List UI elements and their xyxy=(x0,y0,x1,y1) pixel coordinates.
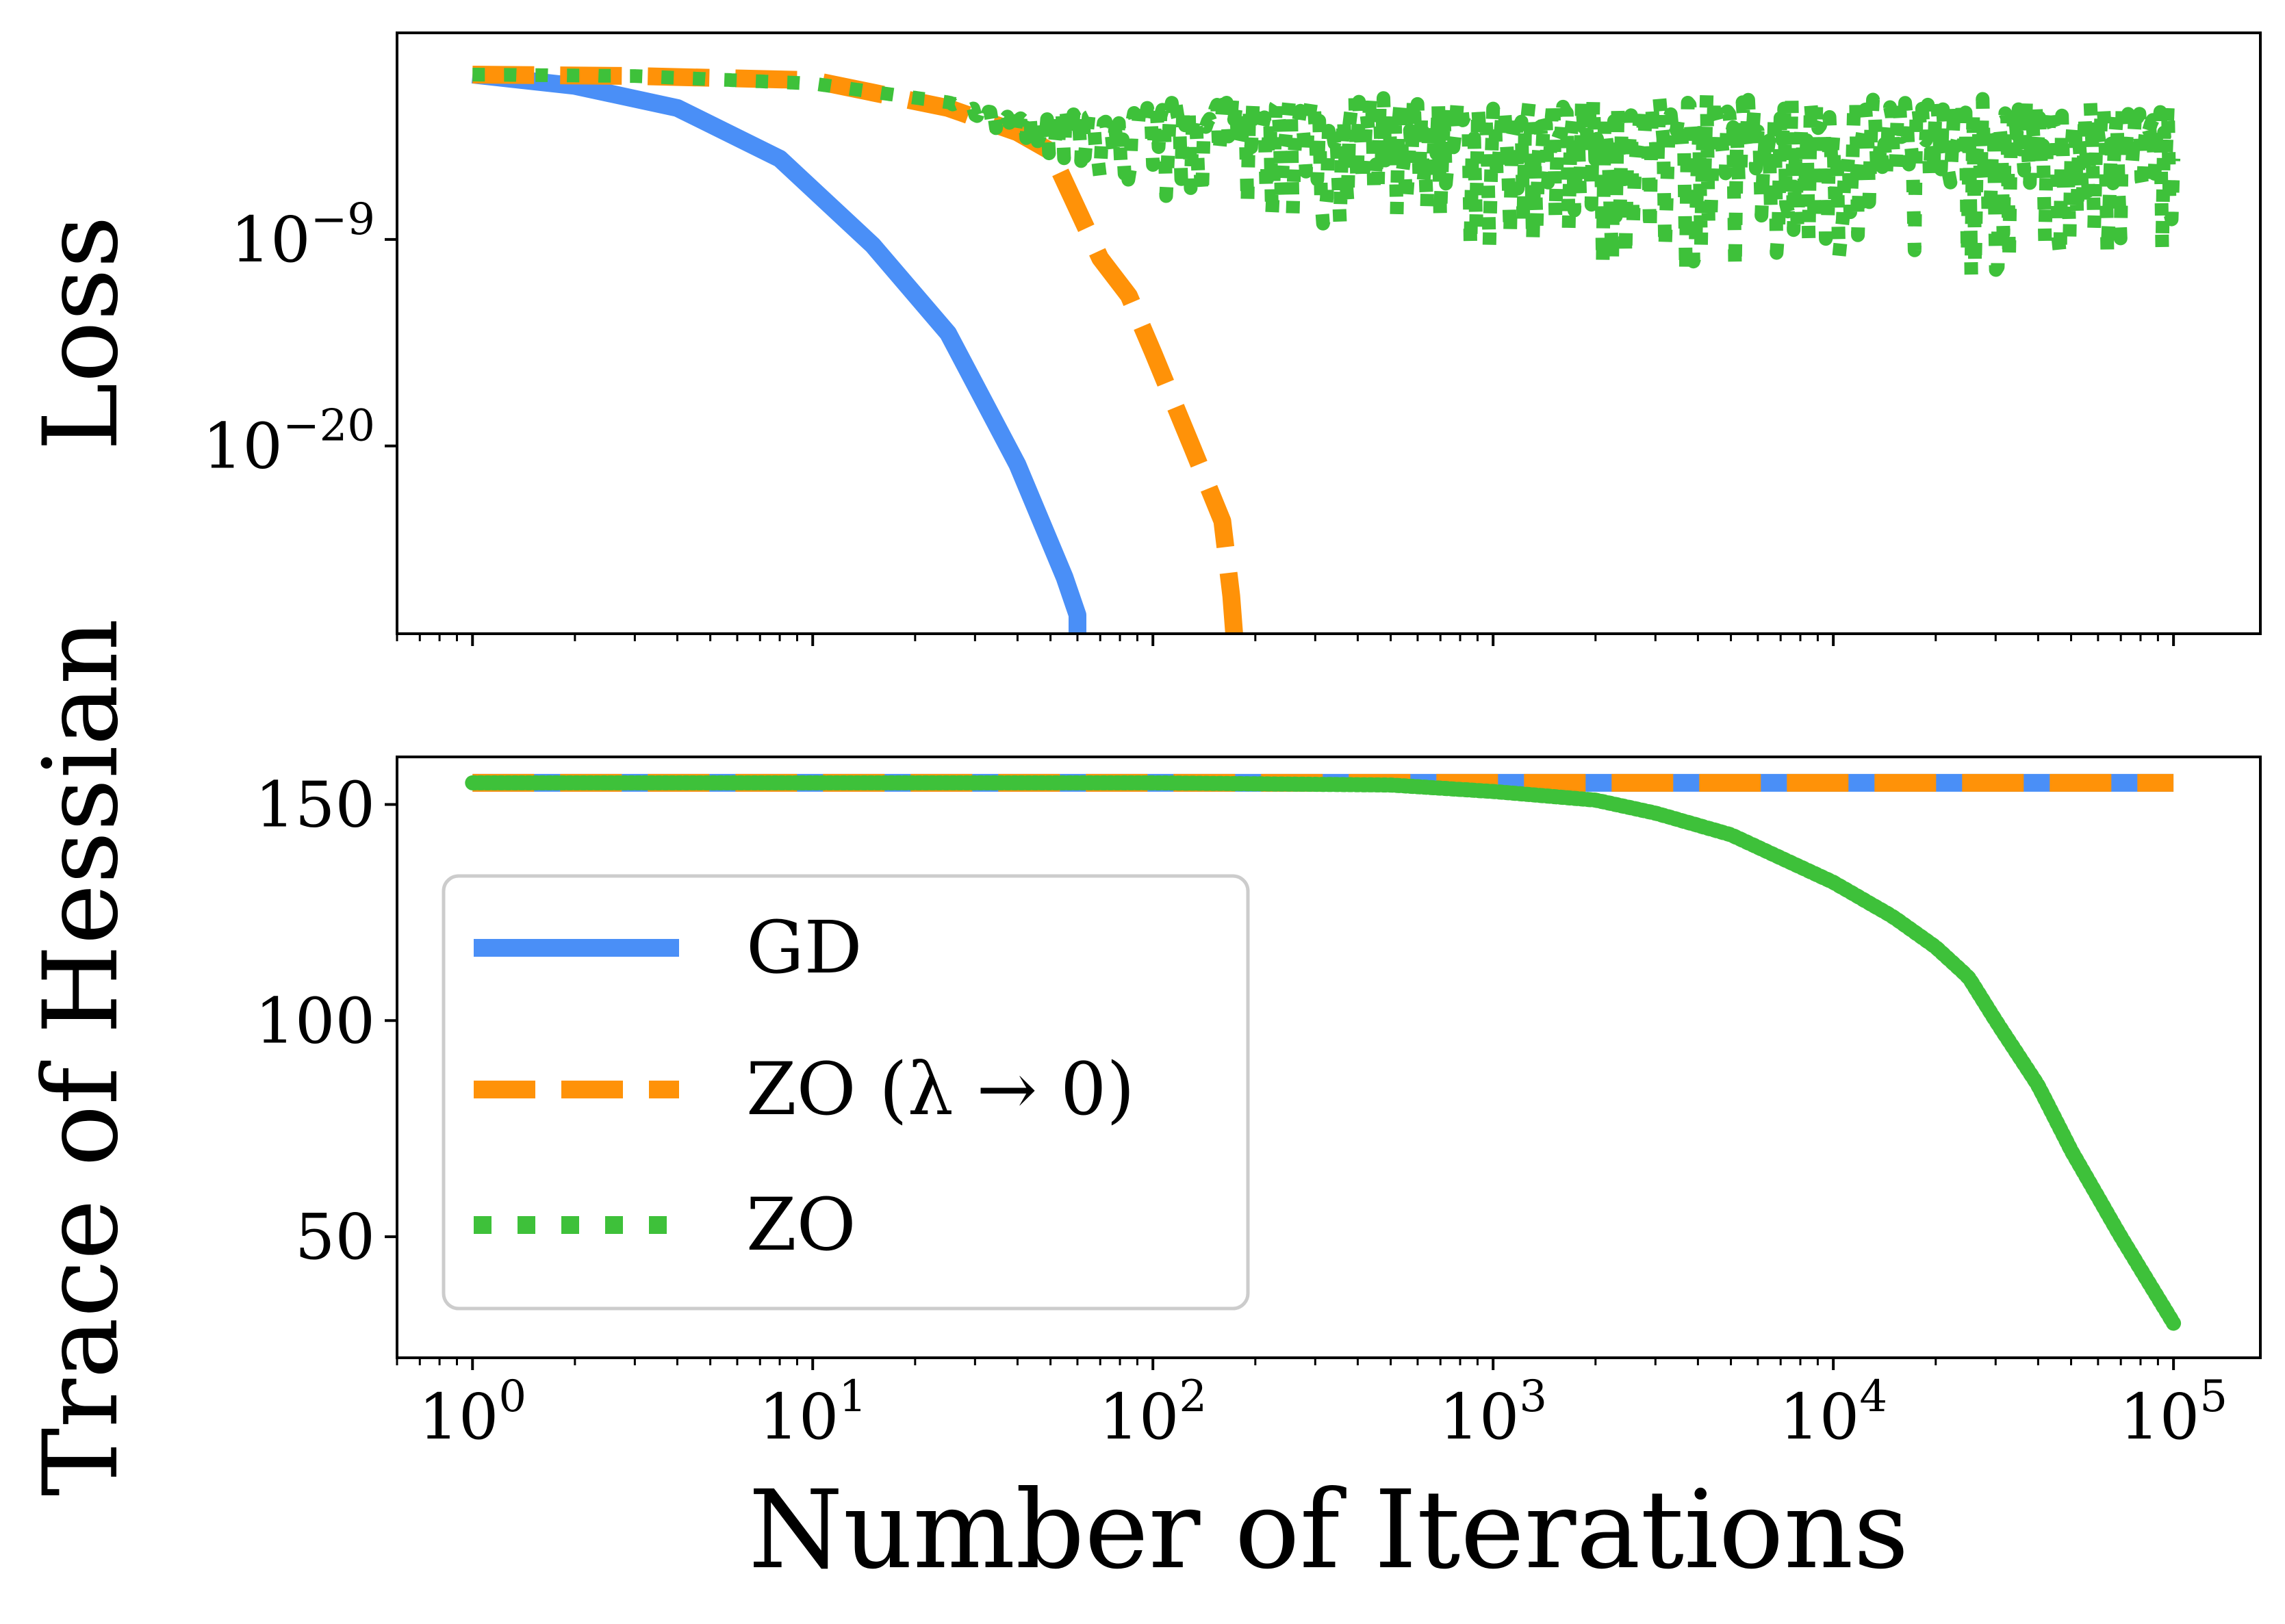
hessian-y-tick-label: 50 xyxy=(295,1200,375,1274)
legend-label: ZO xyxy=(746,1183,856,1267)
hessian-x-tick-label: 105 xyxy=(2119,1371,2227,1454)
loss-plot-frame xyxy=(396,31,2262,635)
hessian-y-tick-label: 150 xyxy=(255,768,375,841)
x-axis-label: Number of Iterations xyxy=(748,1467,1909,1593)
legend-box xyxy=(442,874,1250,1311)
legend-label: ZO (λ → 0) xyxy=(746,1047,1135,1131)
loss-x-ticks xyxy=(396,634,2175,646)
hessian-x-tick-label: 102 xyxy=(1099,1371,1207,1454)
hessian-x-tick-label: 103 xyxy=(1439,1371,1547,1454)
hessian-x-tick-label: 104 xyxy=(1779,1371,1887,1454)
hessian-x-tick-label: 100 xyxy=(418,1371,526,1454)
hessian-plot-frame xyxy=(396,756,2262,1359)
loss-series-gd xyxy=(471,66,1086,634)
loss-y-tick-label: 10−9 xyxy=(231,194,375,276)
legend: GD ZO (λ → 0) ZO xyxy=(442,874,1250,1311)
loss-series-zo-lambda-0 xyxy=(472,66,1243,634)
loss-series-zo xyxy=(468,68,2181,282)
hessian-y-ticks: 50 100 150 xyxy=(255,768,397,1274)
hessian-y-tick-label: 100 xyxy=(255,984,375,1057)
hessian-series-group xyxy=(465,773,2182,1331)
loss-y-ticks: 10−9 10−20 xyxy=(203,194,397,483)
hessian-y-axis-label: Trace of Hessian xyxy=(22,619,141,1497)
loss-y-axis-label: Loss xyxy=(22,216,141,451)
loss-series-group xyxy=(468,66,2181,634)
hessian-x-ticks: 100 101 102 103 104 105 xyxy=(396,1358,2227,1454)
hessian-panel: 100 101 102 103 104 105 50 100 150 Trace of Hes… xyxy=(22,619,2262,1593)
loss-y-tick-label: 10−20 xyxy=(203,401,375,483)
legend-label: GD xyxy=(746,905,863,990)
hessian-series-zo xyxy=(465,775,2182,1331)
hessian-x-tick-label: 101 xyxy=(758,1371,867,1454)
loss-panel: 10−9 10−20 Loss xyxy=(22,31,2262,646)
